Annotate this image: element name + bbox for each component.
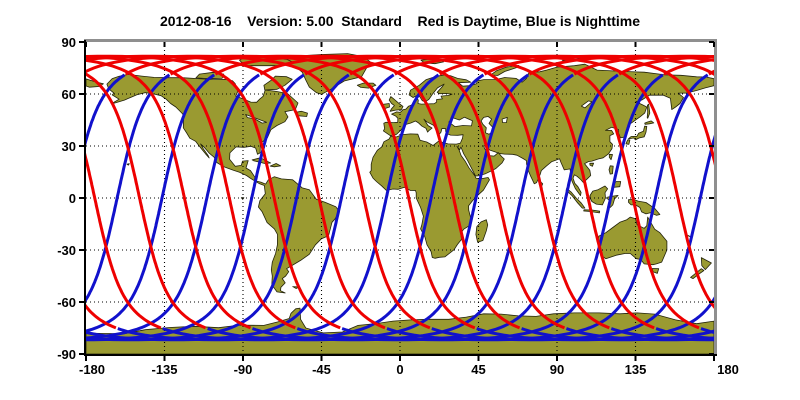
y-tick-label: 90 — [62, 35, 76, 50]
y-tick-label: 30 — [62, 139, 76, 154]
chart-title: 2012-08-16 Version: 5.00 Standard Red is… — [159, 13, 641, 29]
y-tick-label: -90 — [57, 347, 76, 362]
y-tick-label: 60 — [62, 87, 76, 102]
x-tick-label: 0 — [396, 362, 403, 377]
x-axis-tick-labels: -180 -135 -90 -45 0 45 90 135 180 — [79, 362, 739, 377]
y-tick-label: 0 — [69, 191, 76, 206]
y-axis-tick-labels: -90 -60 -30 0 30 60 90 — [57, 35, 76, 362]
daytime-tracks — [86, 54, 714, 330]
x-tick-label: -90 — [234, 362, 253, 377]
x-tick-label: -45 — [312, 362, 331, 377]
graticule-grid — [86, 42, 714, 354]
x-tick-label: -180 — [79, 362, 105, 377]
y-tick-label: -60 — [57, 295, 76, 310]
x-tick-label: 90 — [550, 362, 564, 377]
x-tick-label: 180 — [717, 362, 739, 377]
x-tick-label: -135 — [151, 362, 177, 377]
axis-frame — [84, 39, 717, 356]
x-tick-label: 135 — [625, 362, 647, 377]
nighttime-tracks — [86, 73, 714, 342]
tick-marks — [79, 41, 715, 361]
x-tick-label: 45 — [471, 362, 485, 377]
y-tick-label: -30 — [57, 243, 76, 258]
